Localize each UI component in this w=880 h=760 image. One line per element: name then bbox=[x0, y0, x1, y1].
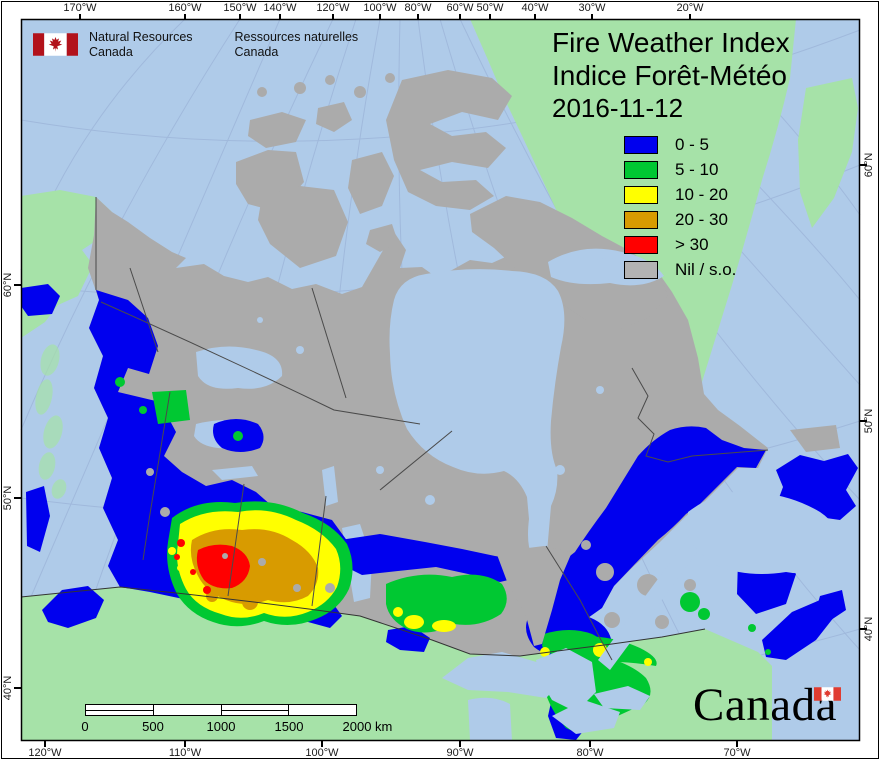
logo-text-fr: Ressources naturelles Canada bbox=[234, 30, 359, 59]
title-fr: Indice Forêt-Météo bbox=[552, 60, 787, 91]
ungava-bay bbox=[592, 258, 626, 280]
north-labrador bbox=[790, 425, 840, 452]
great-bear-lake bbox=[196, 346, 283, 389]
canada-flag-icon bbox=[33, 33, 78, 56]
ellesmere-devon bbox=[386, 70, 512, 210]
nova-scotia bbox=[762, 600, 838, 660]
lake-ontario bbox=[594, 686, 650, 710]
fwi-legend: 0 - 5 5 - 10 10 - 20 20 - 30 > 30 Nil / … bbox=[624, 135, 737, 286]
legend-swatch bbox=[624, 136, 658, 154]
hudson-bay bbox=[389, 269, 565, 559]
scale-bar-labels: 0 500 1000 1500 2000 km bbox=[81, 719, 393, 734]
nrcan-logo: Natural Resources Canada Ressources natu… bbox=[33, 30, 358, 60]
greenland-east bbox=[798, 78, 858, 228]
map-title: Fire Weather Index Indice Forêt-Météo 20… bbox=[552, 26, 790, 124]
st-lawrence-river bbox=[598, 514, 718, 670]
prairie-north-strip bbox=[340, 534, 530, 582]
fwi-region-red bbox=[174, 539, 250, 594]
quebec-blue bbox=[541, 426, 766, 651]
lake-erie bbox=[552, 700, 620, 734]
haida-gwaii bbox=[26, 486, 50, 552]
legend-swatch bbox=[624, 186, 658, 204]
lake-huron bbox=[536, 648, 596, 712]
logo-text-en: Natural Resources Canada bbox=[89, 30, 193, 59]
legend-row: 0 - 5 bbox=[624, 135, 736, 154]
north-bc-green bbox=[152, 390, 190, 424]
victoria-island bbox=[258, 186, 348, 268]
vancouver-island bbox=[42, 586, 104, 628]
legend-swatch bbox=[624, 236, 658, 254]
canada-wordmark: Canada bbox=[693, 680, 841, 730]
legend-row: > 30 bbox=[624, 235, 736, 254]
legend-swatch bbox=[624, 261, 658, 279]
hotspot-red-core bbox=[196, 544, 250, 589]
map-frame bbox=[20, 18, 861, 742]
legend-row: 20 - 30 bbox=[624, 210, 736, 229]
legend-label: 20 - 30 bbox=[675, 210, 728, 229]
legend-row: 5 - 10 bbox=[624, 160, 736, 179]
lake-superior bbox=[442, 652, 564, 698]
legend-row: 10 - 20 bbox=[624, 185, 736, 204]
title-date: 2016-11-12 bbox=[552, 93, 684, 123]
gulf-st-lawrence bbox=[686, 491, 840, 574]
legend-label: Nil / s.o. bbox=[675, 260, 737, 279]
legend-label: 0 - 5 bbox=[675, 135, 710, 154]
admin-borders bbox=[20, 197, 769, 661]
legend-swatch bbox=[624, 161, 658, 179]
legend-label: 10 - 20 bbox=[675, 185, 728, 204]
scale-unit: km bbox=[375, 719, 393, 734]
legend-label: > 30 bbox=[675, 235, 709, 254]
legend-label: 5 - 10 bbox=[675, 160, 719, 179]
scale-bar-graphic bbox=[85, 704, 357, 716]
lake-michigan bbox=[468, 697, 512, 741]
inland-water-top bbox=[442, 491, 840, 741]
scale-bar: 0 500 1000 1500 2000 km bbox=[81, 704, 393, 735]
legend-swatch bbox=[624, 211, 658, 229]
wordmark-flag-icon bbox=[813, 687, 841, 701]
superior-north-wedge bbox=[496, 546, 572, 646]
montreal-green bbox=[680, 592, 700, 612]
legend-row: Nil / s.o. bbox=[624, 260, 737, 279]
alaska-panhandle-islands bbox=[35, 344, 67, 499]
title-en: Fire Weather Index bbox=[552, 27, 790, 58]
cape-breton bbox=[816, 590, 846, 622]
